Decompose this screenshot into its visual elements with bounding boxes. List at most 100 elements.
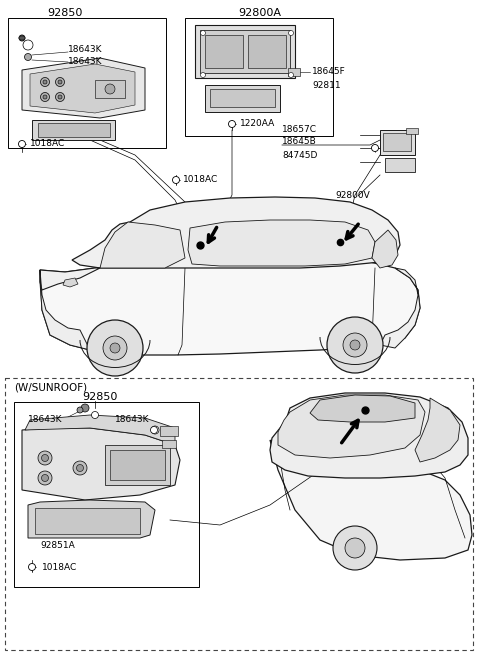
Circle shape: [103, 336, 127, 360]
Circle shape: [151, 426, 157, 434]
Circle shape: [38, 471, 52, 485]
Circle shape: [201, 73, 205, 77]
Circle shape: [24, 54, 32, 60]
Circle shape: [38, 451, 52, 465]
Text: 1018AC: 1018AC: [30, 140, 65, 148]
Circle shape: [110, 343, 120, 353]
Polygon shape: [22, 428, 180, 500]
Text: 92811: 92811: [312, 81, 341, 91]
Text: 18643K: 18643K: [68, 58, 103, 66]
Bar: [162, 440, 176, 448]
Text: 18645F: 18645F: [312, 68, 346, 77]
Bar: [210, 89, 275, 107]
Text: 84745D: 84745D: [282, 150, 317, 159]
Bar: [38, 123, 110, 137]
Circle shape: [43, 95, 47, 99]
Circle shape: [28, 564, 36, 571]
Polygon shape: [40, 256, 420, 355]
Polygon shape: [28, 500, 155, 538]
Polygon shape: [22, 58, 145, 118]
Text: (W/SUNROOF): (W/SUNROOF): [14, 383, 87, 393]
Circle shape: [58, 95, 62, 99]
Polygon shape: [40, 268, 100, 290]
Circle shape: [92, 411, 98, 419]
Circle shape: [81, 404, 89, 412]
Bar: [105, 445, 170, 485]
Polygon shape: [380, 130, 415, 155]
Polygon shape: [32, 120, 115, 140]
Bar: [406, 128, 418, 134]
Text: 92850: 92850: [82, 392, 118, 402]
Circle shape: [56, 92, 64, 102]
Circle shape: [19, 35, 25, 41]
Circle shape: [58, 80, 62, 84]
Circle shape: [372, 144, 379, 152]
Text: 92851A: 92851A: [40, 541, 75, 550]
Bar: [200, 30, 290, 73]
Polygon shape: [415, 398, 460, 462]
Circle shape: [40, 92, 49, 102]
Circle shape: [350, 340, 360, 350]
Text: 18643K: 18643K: [115, 415, 149, 424]
Polygon shape: [188, 220, 375, 266]
Text: 92800V: 92800V: [335, 192, 370, 201]
Polygon shape: [63, 278, 78, 287]
Text: 92850: 92850: [47, 8, 83, 18]
Ellipse shape: [19, 36, 25, 40]
Polygon shape: [30, 64, 135, 113]
Polygon shape: [100, 222, 185, 268]
Text: 92800A: 92800A: [238, 8, 281, 18]
Polygon shape: [278, 395, 425, 458]
Polygon shape: [40, 270, 90, 350]
Circle shape: [228, 121, 236, 127]
Polygon shape: [372, 230, 398, 268]
Text: 18643K: 18643K: [68, 45, 103, 54]
Circle shape: [288, 73, 293, 77]
Circle shape: [56, 77, 64, 87]
Text: 1018AC: 1018AC: [183, 176, 218, 184]
Circle shape: [41, 474, 48, 482]
Bar: [185, 18, 333, 136]
Polygon shape: [25, 415, 175, 445]
Circle shape: [73, 461, 87, 475]
Text: 18657C: 18657C: [282, 125, 317, 134]
Polygon shape: [310, 395, 415, 422]
Bar: [14, 402, 199, 587]
Bar: [35, 508, 140, 534]
Bar: [8, 18, 166, 148]
Circle shape: [288, 30, 293, 35]
Circle shape: [19, 140, 25, 148]
Bar: [383, 133, 411, 151]
Bar: [248, 35, 286, 68]
Circle shape: [41, 455, 48, 462]
Circle shape: [43, 80, 47, 84]
Polygon shape: [380, 268, 420, 348]
Circle shape: [201, 30, 205, 35]
Polygon shape: [72, 197, 400, 268]
Bar: [160, 426, 178, 436]
Bar: [205, 35, 243, 68]
Text: 18643K: 18643K: [28, 415, 62, 424]
Bar: [288, 68, 300, 76]
Circle shape: [345, 538, 365, 558]
Text: 1220AA: 1220AA: [240, 119, 275, 129]
Circle shape: [23, 40, 33, 50]
Text: 18645B: 18645B: [282, 138, 317, 146]
Circle shape: [87, 320, 143, 376]
Circle shape: [327, 317, 383, 373]
Polygon shape: [270, 393, 468, 478]
Circle shape: [77, 407, 83, 413]
Bar: [95, 80, 125, 98]
Circle shape: [333, 526, 377, 570]
Text: 1018AC: 1018AC: [42, 562, 77, 571]
Circle shape: [105, 84, 115, 94]
Circle shape: [343, 333, 367, 357]
Circle shape: [151, 426, 159, 434]
Polygon shape: [205, 85, 280, 112]
Bar: [110, 450, 165, 480]
Circle shape: [172, 176, 180, 184]
Circle shape: [40, 77, 49, 87]
Polygon shape: [270, 440, 472, 560]
Circle shape: [76, 464, 84, 472]
Polygon shape: [385, 158, 415, 172]
